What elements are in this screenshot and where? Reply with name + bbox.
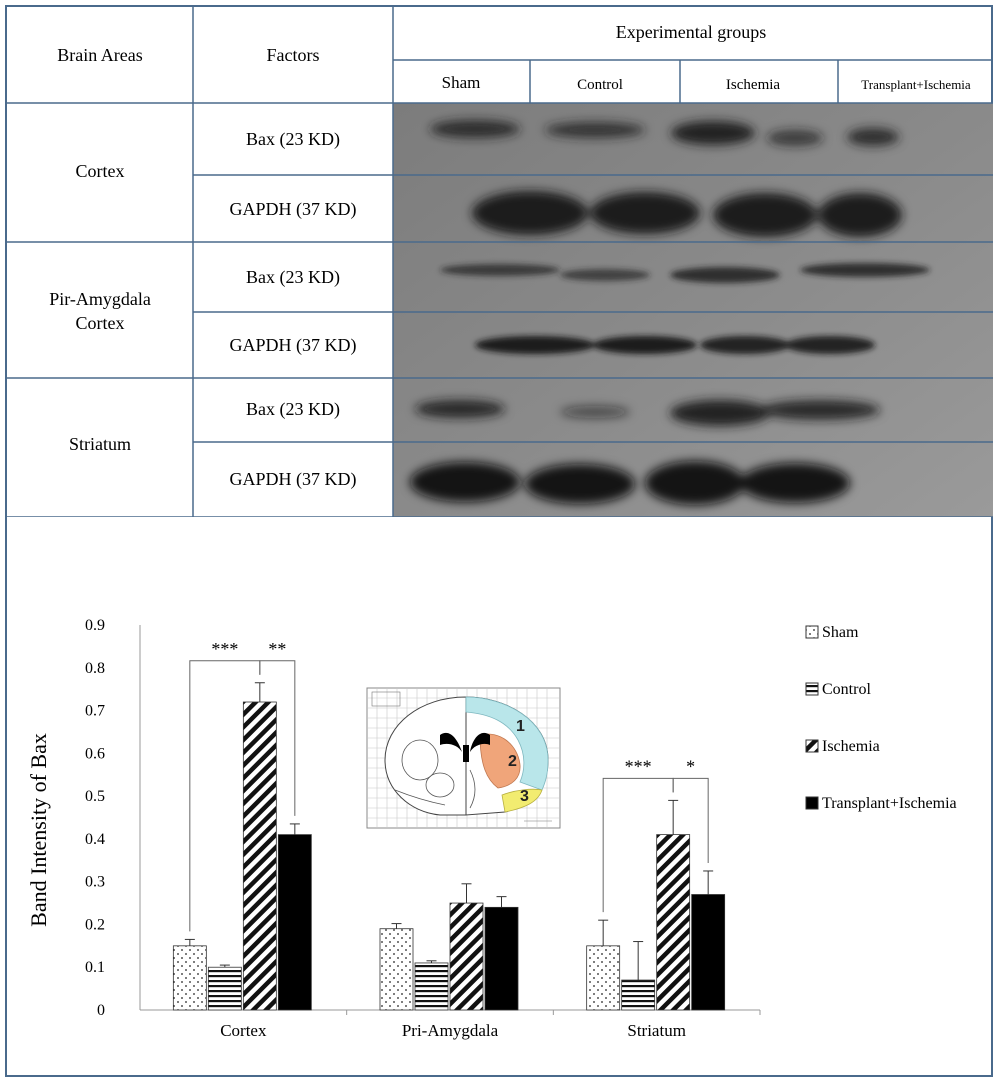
group-label-sham: Sham	[442, 73, 481, 92]
group-label-control: Control	[577, 77, 623, 93]
factor-cortex-gapdh: GAPDH (37 KD)	[230, 199, 357, 220]
blot-bands-striatum-gapdh	[410, 461, 850, 505]
table-grid	[5, 5, 993, 517]
area-label-striatum: Striatum	[69, 434, 131, 454]
western-blot-table: Brain Areas Factors Experimental groups …	[5, 5, 993, 517]
factor-amygdala-gapdh: GAPDH (37 KD)	[230, 335, 357, 356]
factor-striatum-gapdh: GAPDH (37 KD)	[230, 469, 357, 490]
factor-striatum-bax: Bax (23 KD)	[246, 399, 340, 420]
group-label-transplant-ischemia: Transplant+Ischemia	[861, 77, 971, 92]
blot-bands-cortex-bax	[430, 120, 899, 146]
blot-bands-amygdala-bax	[440, 263, 930, 283]
area-label-cortex: Cortex	[76, 161, 125, 181]
group-label-ischemia: Ischemia	[726, 77, 780, 93]
blot-bands-amygdala-gapdh	[475, 336, 875, 354]
figure-frame	[5, 5, 993, 1077]
factor-amygdala-bax: Bax (23 KD)	[246, 267, 340, 288]
blot-image	[393, 103, 993, 517]
blot-bands-striatum-bax	[415, 400, 880, 426]
area-label-line: Cortex	[76, 313, 125, 333]
area-label-pir-amygdala: Pir-Amygdala Cortex	[49, 289, 151, 333]
header-brain-areas: Brain Areas	[57, 45, 142, 65]
header-factors: Factors	[267, 45, 320, 65]
factor-cortex-bax: Bax (23 KD)	[246, 129, 340, 150]
blot-bands-cortex-gapdh	[472, 191, 902, 237]
header-experimental-groups: Experimental groups	[616, 22, 766, 42]
area-label-line: Pir-Amygdala	[49, 289, 151, 309]
